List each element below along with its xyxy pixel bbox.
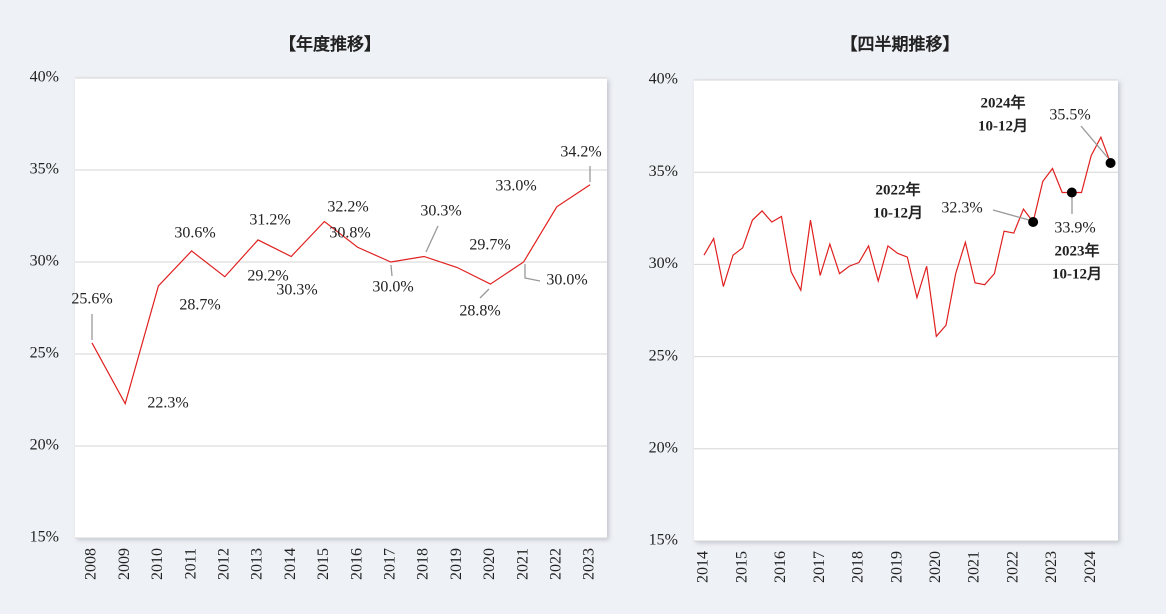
x-tick-label: 2011 <box>182 548 199 579</box>
value-label: 28.7% <box>179 297 220 314</box>
x-tick-label: 2012 <box>215 548 232 580</box>
data-line <box>91 184 591 406</box>
leader-line <box>1080 125 1109 159</box>
x-tick-label: 2018 <box>415 548 432 580</box>
value-label: 30.8% <box>329 225 370 242</box>
x-tick-label: 2020 <box>481 548 498 580</box>
value-label: 30.3% <box>420 203 461 220</box>
leader-line <box>479 288 490 299</box>
x-tick-label: 2023 <box>581 548 598 580</box>
x-tick-label: 2016 <box>348 548 365 580</box>
value-label: 29.7% <box>469 237 510 254</box>
x-tick-label: 2022 <box>1004 551 1021 583</box>
highlight-point <box>1066 187 1077 198</box>
y-tick-label: 30% <box>30 253 59 270</box>
plot-area <box>694 80 1118 541</box>
y-tick-label: 20% <box>649 439 678 456</box>
value-label: 32.2% <box>327 199 368 216</box>
leader-line <box>524 264 541 282</box>
x-tick-label: 2009 <box>116 548 133 580</box>
annotation: 2022年 <box>875 180 920 198</box>
y-tick-label: 20% <box>30 437 59 454</box>
y-tick-label: 40% <box>30 69 59 86</box>
value-label: 31.2% <box>249 212 290 229</box>
value-label: 25.6% <box>71 291 112 308</box>
value-label: 35.5% <box>1049 107 1090 124</box>
value-label: 30.0% <box>546 272 587 289</box>
y-tick-label: 40% <box>649 71 678 88</box>
value-label: 33.0% <box>495 178 536 195</box>
chart-title: 【四半期推移】 <box>841 34 960 55</box>
annotation: 10-12月 <box>873 204 923 221</box>
value-label: 30.6% <box>174 225 215 242</box>
leader-line <box>992 209 1030 221</box>
value-label: 29.2% <box>247 268 288 285</box>
plot-area <box>75 78 607 538</box>
annotation: 2023年 <box>1054 241 1099 259</box>
y-tick-label: 35% <box>649 163 678 180</box>
y-tick-label: 25% <box>30 345 59 362</box>
x-tick-label: 2015 <box>733 551 750 583</box>
x-tick-label: 2019 <box>888 551 905 583</box>
x-tick-label: 2020 <box>927 551 944 583</box>
x-tick-label: 2021 <box>966 551 983 583</box>
y-tick-label: 15% <box>30 529 59 546</box>
x-tick-label: 2017 <box>811 551 828 583</box>
annotation: 10-12月 <box>978 117 1028 134</box>
x-tick-label: 2014 <box>695 551 712 583</box>
highlight-point <box>1028 216 1039 227</box>
x-tick-label: 2018 <box>850 551 867 583</box>
value-label: 28.8% <box>459 303 500 320</box>
annotation: 10-12月 <box>1052 265 1102 282</box>
x-tick-label: 2024 <box>1082 551 1099 583</box>
x-tick-label: 2013 <box>249 548 266 580</box>
x-tick-label: 2016 <box>772 551 789 583</box>
x-tick-label: 2014 <box>282 548 299 580</box>
x-tick-label: 2008 <box>83 548 100 580</box>
data-line <box>703 135 1112 338</box>
y-tick-label: 35% <box>30 161 59 178</box>
y-tick-label: 30% <box>649 255 678 272</box>
y-tick-label: 15% <box>649 532 678 549</box>
value-label: 30.0% <box>372 279 413 296</box>
value-label: 22.3% <box>147 395 188 412</box>
leader-line <box>390 264 393 277</box>
y-tick-label: 25% <box>649 347 678 364</box>
leader-line <box>425 225 439 253</box>
x-tick-label: 2023 <box>1043 551 1060 583</box>
x-tick-label: 2019 <box>448 548 465 580</box>
x-tick-label: 2022 <box>547 548 564 580</box>
highlight-point <box>1105 157 1116 168</box>
x-tick-label: 2017 <box>381 548 398 580</box>
value-label: 34.2% <box>560 144 601 161</box>
value-label: 32.3% <box>941 200 982 217</box>
x-tick-label: 2010 <box>149 548 166 580</box>
x-tick-label: 2015 <box>315 548 332 580</box>
chart-title: 【年度推移】 <box>279 34 381 55</box>
annotation: 2024年 <box>980 93 1025 111</box>
value-label: 33.9% <box>1054 220 1095 237</box>
value-label: 30.3% <box>276 282 317 299</box>
x-tick-label: 2021 <box>514 548 531 580</box>
